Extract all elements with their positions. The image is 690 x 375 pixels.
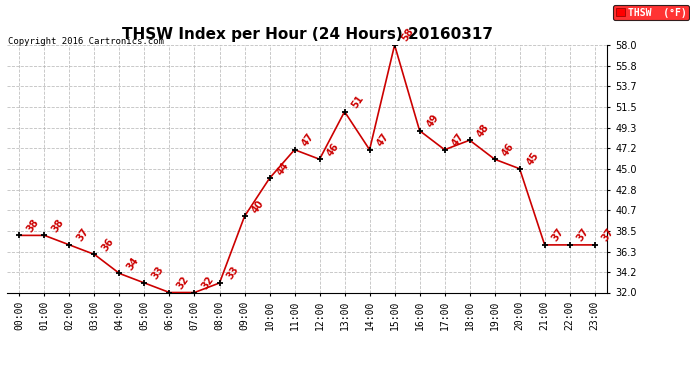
Text: 33: 33	[225, 265, 241, 282]
Text: 47: 47	[450, 132, 466, 148]
Text: 37: 37	[600, 227, 616, 243]
Text: 38: 38	[25, 217, 41, 234]
Text: 45: 45	[525, 151, 541, 167]
Text: 47: 47	[300, 132, 316, 148]
Text: Copyright 2016 Cartronics.com: Copyright 2016 Cartronics.com	[8, 38, 164, 46]
Text: 46: 46	[325, 141, 341, 158]
Text: 58: 58	[400, 27, 416, 44]
Text: 37: 37	[75, 227, 91, 243]
Text: 34: 34	[125, 255, 141, 272]
Text: 36: 36	[100, 236, 116, 253]
Text: 44: 44	[275, 160, 291, 177]
Text: 46: 46	[500, 141, 516, 158]
Text: 37: 37	[575, 227, 591, 243]
Text: 32: 32	[175, 274, 191, 291]
Text: 51: 51	[350, 93, 366, 110]
Legend: THSW  (°F): THSW (°F)	[613, 5, 689, 20]
Text: 33: 33	[150, 265, 166, 282]
Text: 47: 47	[375, 132, 391, 148]
Text: 48: 48	[475, 122, 491, 139]
Title: THSW Index per Hour (24 Hours) 20160317: THSW Index per Hour (24 Hours) 20160317	[121, 27, 493, 42]
Text: 40: 40	[250, 198, 266, 215]
Text: 32: 32	[200, 274, 216, 291]
Text: 38: 38	[50, 217, 66, 234]
Text: 49: 49	[425, 112, 441, 129]
Text: 37: 37	[550, 227, 566, 243]
